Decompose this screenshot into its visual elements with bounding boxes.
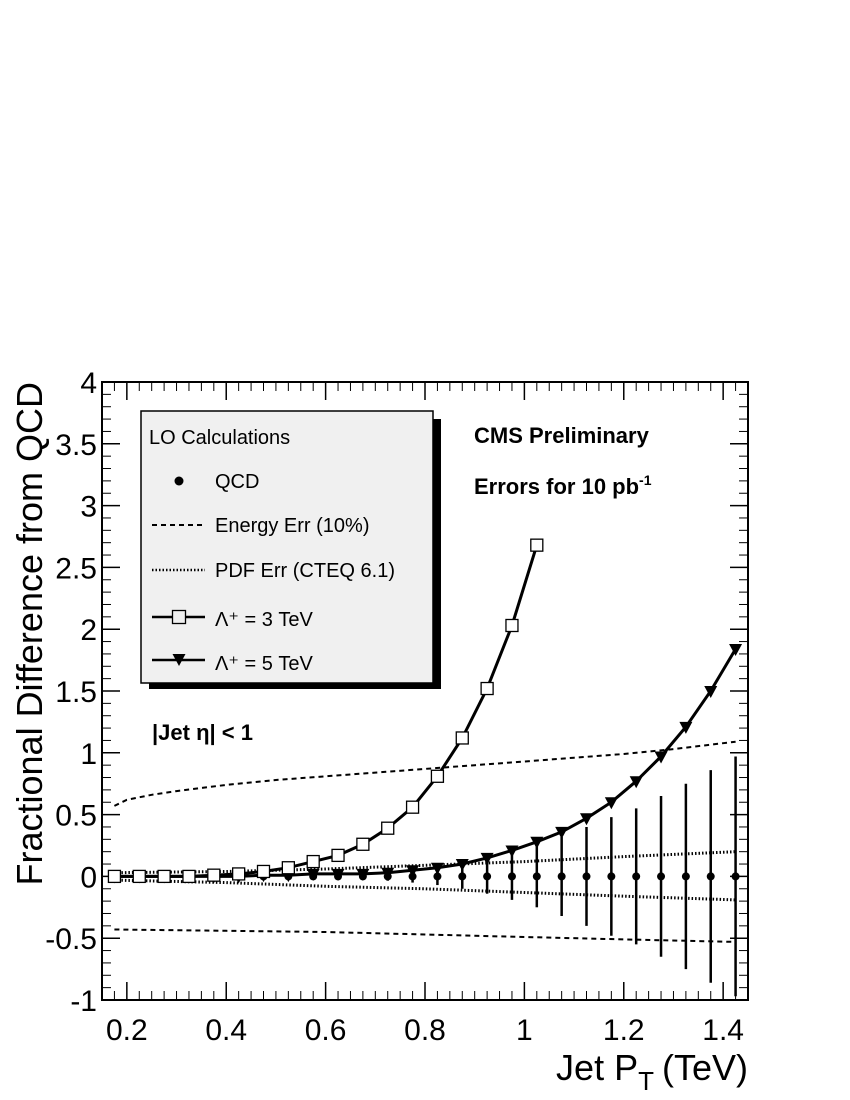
lambda5-point <box>654 751 668 764</box>
eta-cut-label: |Jet η| < 1 <box>152 720 253 745</box>
qcd-point <box>706 872 715 881</box>
lambda5-point <box>530 836 544 849</box>
y-tick-label: -1 <box>70 985 97 1018</box>
series-layer <box>107 538 743 997</box>
x-tick-label: 1.2 <box>603 1014 645 1047</box>
qcd-point <box>632 872 641 881</box>
lambda3-point <box>107 869 122 884</box>
lambda3-point <box>405 800 420 814</box>
axis-tick-labels: 0.2 0.4 0.6 0.8 1 1.2 1.4 -1 -0.5 0 0.5 1 1.5 2 2.5 3 3.… <box>45 367 744 1047</box>
lambda3-point <box>157 869 171 884</box>
lambda3-point <box>331 848 345 863</box>
lambda3-point <box>132 869 146 884</box>
qcd-point <box>532 872 541 881</box>
lambda5-point <box>455 859 469 872</box>
y-axis-title: Fractional Difference from QCD <box>9 382 50 886</box>
lambda5-point <box>406 865 420 878</box>
legend-energy-label: Energy Err (10%) <box>215 515 370 537</box>
lambda3-point <box>256 864 271 879</box>
lambda3-point <box>381 821 395 835</box>
qcd-point <box>657 872 666 881</box>
x-tick-label: 1.4 <box>702 1014 744 1047</box>
lambda3-point <box>480 681 494 696</box>
lambda3-point <box>430 769 445 783</box>
lambda3-point <box>232 867 246 881</box>
qcd-point <box>433 872 442 881</box>
y-tick-label: 4 <box>80 367 97 400</box>
y-tick-label: 1 <box>80 738 97 771</box>
energy-err-upper-line <box>113 740 736 807</box>
energy-err-lower-line <box>114 928 736 943</box>
lambda5-point <box>331 868 345 881</box>
legend-qcd-label: QCD <box>215 471 259 493</box>
x-tick-label: 0.8 <box>404 1014 446 1047</box>
y-tick-label: 3 <box>80 491 97 524</box>
lambda3-point <box>182 869 196 884</box>
qcd-point <box>582 872 591 881</box>
qcd-point <box>557 872 566 881</box>
errors-label: Errors for 10 pb-1 <box>474 472 652 499</box>
lambda5-point <box>580 813 593 826</box>
legend-pdf-label: PDF Err (CTEQ 6.1) <box>215 560 395 582</box>
lambda3-point <box>356 837 370 851</box>
errors-label-sup: -1 <box>639 472 652 488</box>
cms-preliminary-label: CMS Preliminary <box>474 423 650 448</box>
lambda5-point <box>480 852 494 865</box>
qcd-point <box>681 872 690 881</box>
lambda5-point <box>430 862 444 875</box>
lambda5-point <box>679 721 693 734</box>
y-tick-label: 0.5 <box>55 800 97 833</box>
axis-ticks <box>101 381 749 1001</box>
lambda3-point <box>306 854 320 869</box>
lambda5-point <box>505 845 519 858</box>
lambda5-point <box>629 776 643 789</box>
lambda3-point <box>455 731 469 745</box>
y-tick-label: 2.5 <box>55 552 97 585</box>
legend-lambda5-label: Λ⁺ = 5 TeV <box>215 653 314 675</box>
lambda3-point <box>281 861 295 875</box>
x-axis-title-main: Jet P <box>556 1047 638 1088</box>
x-tick-label: 0.6 <box>305 1014 347 1047</box>
qcd-point <box>483 872 492 881</box>
y-tick-label: 3.5 <box>55 429 97 462</box>
lambda3-point <box>505 618 519 633</box>
legend-lambda5-marker <box>172 654 186 666</box>
legend-box <box>140 410 434 684</box>
lambda5-point <box>704 686 718 698</box>
x-axis-title: Jet PT (TeV) <box>556 1047 748 1096</box>
qcd-point <box>607 872 616 881</box>
lambda3-point <box>207 868 221 882</box>
legend: LO Calculations QCD Energy Err (10%) PDF… <box>140 410 441 689</box>
qcd-point <box>731 872 740 881</box>
legend-qcd-marker <box>174 476 184 486</box>
qcd-point <box>507 872 516 881</box>
legend-lambda3-marker <box>171 609 187 625</box>
lambda5-point <box>356 868 370 881</box>
x-tick-label: 0.4 <box>205 1014 247 1047</box>
y-tick-label: -0.5 <box>45 923 97 956</box>
x-tick-label: 1 <box>516 1014 533 1047</box>
legend-header: LO Calculations <box>149 427 290 449</box>
legend-lambda3-label: Λ⁺ = 3 TeV <box>215 609 314 631</box>
x-tick-label: 0.2 <box>106 1014 148 1047</box>
lambda5-point <box>381 867 395 880</box>
x-axis-title-unit: (TeV) <box>662 1047 748 1088</box>
lambda3-point <box>530 538 544 552</box>
y-tick-label: 1.5 <box>55 676 97 709</box>
lambda5-point <box>604 797 618 810</box>
y-tick-label: 2 <box>80 614 97 647</box>
y-tick-label: 0 <box>80 861 97 894</box>
qcd-point <box>458 872 467 881</box>
lambda5-point <box>306 868 320 881</box>
errors-label-text: Errors for 10 pb <box>474 474 639 499</box>
lambda5-point <box>729 643 743 656</box>
lambda5-point <box>555 826 569 839</box>
x-axis-title-sub: T <box>638 1066 654 1096</box>
